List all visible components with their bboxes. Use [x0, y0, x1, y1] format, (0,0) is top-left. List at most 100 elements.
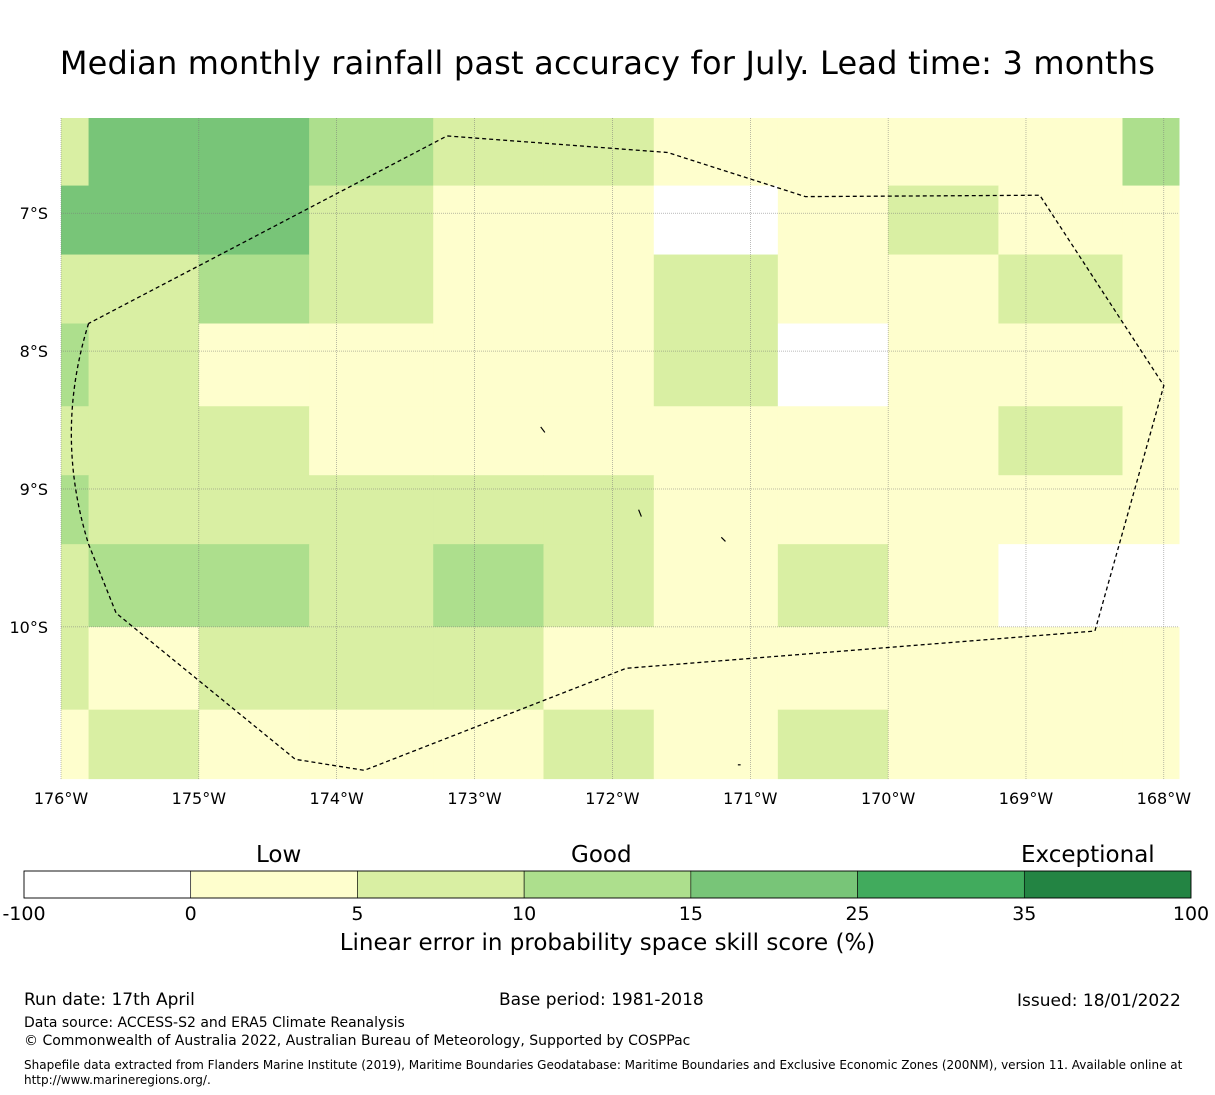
skill-cell — [543, 254, 655, 324]
skill-cell — [777, 544, 889, 628]
longitude-tick-label: 175°W — [172, 789, 227, 808]
skill-cell — [543, 475, 655, 545]
skill-cell — [433, 475, 544, 545]
skill-cell — [1122, 544, 1180, 628]
skill-cell — [888, 254, 999, 324]
colorbar-tick-label: 25 — [845, 903, 869, 925]
colorbar-category-good: Good — [571, 842, 632, 868]
skill-cell — [198, 406, 310, 476]
map-gridlines — [60, 118, 1179, 780]
latitude-axis: 7°S 8°S 9°S 10°S — [9, 204, 48, 637]
skill-cell — [309, 544, 434, 628]
skill-cell — [1122, 185, 1180, 256]
skill-cell — [88, 544, 200, 628]
skill-cell — [777, 118, 889, 187]
skill-cell — [998, 118, 1123, 187]
skill-cell — [61, 254, 90, 324]
skill-cell — [653, 475, 779, 545]
skill-cell — [198, 475, 310, 545]
skill-cell — [888, 185, 999, 256]
colorbar-bin — [357, 870, 525, 899]
skill-cell — [309, 475, 434, 545]
skill-cell — [88, 185, 200, 256]
skill-cell — [777, 254, 889, 324]
skill-cell — [88, 626, 200, 711]
skill-cell — [88, 118, 200, 187]
skill-cell — [198, 118, 310, 187]
issued-date: Issued: 18/01/2022 — [1017, 991, 1181, 1011]
colorbar-tick-label: 5 — [351, 903, 363, 925]
copyright: © Commonwealth of Australia 2022, Austra… — [24, 1033, 691, 1049]
skill-cell — [653, 626, 779, 711]
skill-cell — [1122, 709, 1180, 780]
colorbar-category-exceptional: Exceptional — [1021, 842, 1155, 868]
colorbar-bin — [23, 870, 192, 899]
colorbar-bin — [1023, 870, 1192, 899]
data-source: Data source: ACCESS-S2 and ERA5 Climate … — [24, 1015, 405, 1031]
skill-cell — [309, 323, 434, 407]
skill-cell — [888, 118, 999, 187]
island-outline — [540, 426, 546, 433]
skill-cell — [198, 709, 310, 780]
skill-cell — [1122, 118, 1180, 187]
skill-cell — [198, 254, 310, 324]
skill-cell — [198, 544, 310, 628]
colorbar-tick-label: 0 — [185, 903, 197, 925]
skill-cell — [88, 254, 200, 324]
colorbar-bin — [190, 870, 358, 899]
skill-cell — [998, 475, 1123, 545]
colorbar-tick-label: 15 — [679, 903, 703, 925]
skill-cell — [61, 185, 90, 256]
skill-cell — [88, 406, 200, 476]
skill-cell — [777, 475, 889, 545]
skill-cell — [653, 323, 779, 407]
colorbar-bin — [690, 870, 858, 899]
skill-cell — [998, 323, 1123, 407]
skill-cell — [61, 406, 90, 476]
skill-cell — [1122, 254, 1180, 324]
skill-cell — [309, 254, 434, 324]
longitude-axis: 176°W 175°W 174°W 173°W 172°W 171°W 170°W 169°W… — [34, 789, 1191, 808]
longitude-tick-label: 171°W — [723, 789, 778, 808]
skill-cell — [543, 185, 655, 256]
skill-cell — [1122, 475, 1180, 545]
skill-cell — [543, 118, 655, 187]
skill-cell — [1122, 626, 1180, 711]
skill-cell — [653, 118, 779, 187]
skill-cell — [998, 709, 1123, 780]
longitude-tick-label: 172°W — [585, 789, 640, 808]
skill-cell — [653, 709, 779, 780]
skill-cell — [61, 475, 90, 545]
skill-cell — [888, 709, 999, 780]
skill-cell — [433, 544, 544, 628]
skill-cell — [198, 323, 310, 407]
skill-cell — [543, 709, 655, 780]
skill-cell — [543, 323, 655, 407]
skill-cell — [998, 626, 1123, 711]
latitude-tick-label: 7°S — [20, 204, 48, 223]
skill-cell — [998, 544, 1123, 628]
skill-cell — [433, 709, 544, 780]
skill-cell — [653, 544, 779, 628]
skill-cell — [433, 323, 544, 407]
skill-cell — [998, 254, 1123, 324]
skill-cell — [888, 626, 999, 711]
skill-cell — [543, 544, 655, 628]
skill-cell — [543, 626, 655, 711]
skill-cell — [309, 406, 434, 476]
longitude-tick-label: 174°W — [310, 789, 365, 808]
colorbar-tick-label: -100 — [2, 903, 45, 925]
skill-cell — [88, 475, 200, 545]
run-date: Run date: 17th April — [24, 990, 195, 1010]
skill-cell — [888, 544, 999, 628]
skill-cell — [433, 406, 544, 476]
skill-cell — [653, 185, 779, 256]
skill-cell — [998, 185, 1123, 256]
skill-cell — [777, 406, 889, 476]
colorbar-category-low: Low — [256, 842, 302, 868]
chart-title: Median monthly rainfall past accuracy fo… — [59, 44, 1156, 82]
skill-cell — [309, 185, 434, 256]
latitude-tick-label: 10°S — [9, 618, 48, 637]
base-period: Base period: 1981-2018 — [499, 990, 704, 1010]
skill-cell — [888, 406, 999, 476]
